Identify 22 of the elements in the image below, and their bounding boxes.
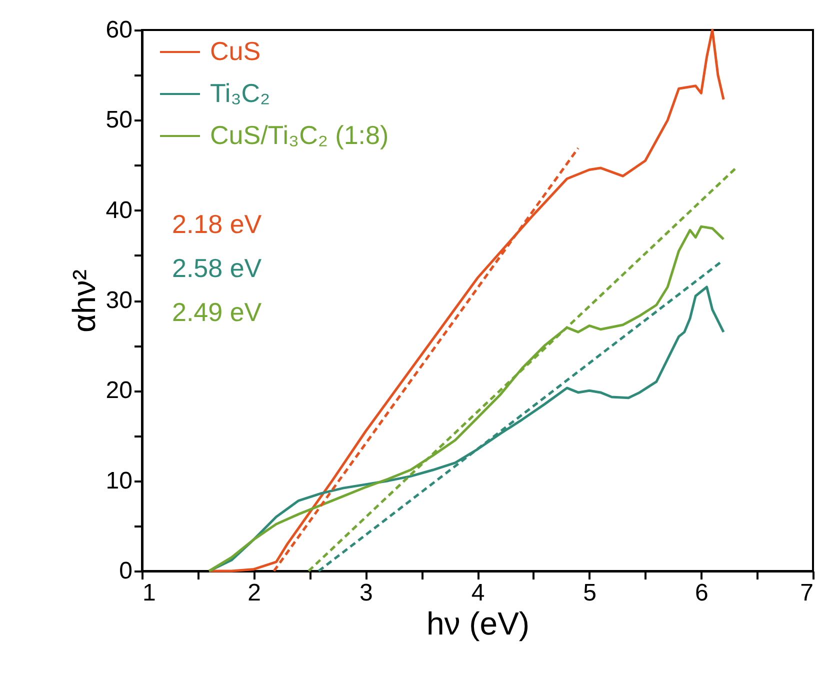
x-tick-label: 7 bbox=[800, 580, 814, 606]
legend-label: Ti₃C₂ bbox=[210, 78, 270, 108]
y-tick-label: 40 bbox=[106, 196, 132, 224]
x-tick-label: 4 bbox=[471, 580, 485, 606]
y-tick-label: 10 bbox=[106, 467, 132, 494]
y-tick-label: 0 bbox=[119, 558, 132, 584]
y-tick-label: 60 bbox=[106, 16, 132, 44]
legend-label: CuS bbox=[210, 36, 261, 66]
x-tick-label: 6 bbox=[694, 580, 708, 606]
x-tick-label: 1 bbox=[142, 580, 156, 606]
y-tick-label: 50 bbox=[106, 106, 132, 134]
x-tick-label: 5 bbox=[583, 580, 597, 606]
annotation: 2.58 eV bbox=[172, 253, 262, 283]
y-tick-label: 30 bbox=[106, 287, 132, 314]
x-tick-label: 2 bbox=[248, 580, 262, 606]
y-tick-label: 20 bbox=[106, 377, 132, 404]
x-tick-label: 3 bbox=[359, 580, 373, 606]
legend-label: CuS/Ti₃C₂ (1:8) bbox=[210, 120, 389, 150]
annotation: 2.18 eV bbox=[172, 209, 262, 239]
x-axis-title: hν (eV) bbox=[426, 606, 530, 642]
y-axis-title: αhν² bbox=[66, 269, 102, 332]
annotation: 2.49 eV bbox=[172, 297, 262, 327]
